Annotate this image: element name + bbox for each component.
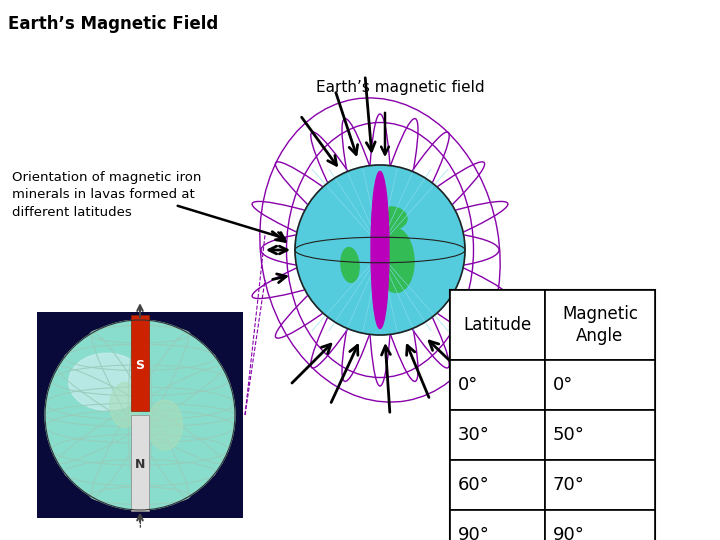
FancyBboxPatch shape xyxy=(450,460,545,510)
Ellipse shape xyxy=(376,227,414,293)
Text: Latitude: Latitude xyxy=(464,316,531,334)
Ellipse shape xyxy=(371,171,389,329)
FancyBboxPatch shape xyxy=(450,510,545,540)
Text: N: N xyxy=(135,458,145,471)
FancyBboxPatch shape xyxy=(545,460,655,510)
Text: 60°: 60° xyxy=(458,476,490,494)
FancyBboxPatch shape xyxy=(450,410,545,460)
Ellipse shape xyxy=(68,353,145,410)
Text: S: S xyxy=(135,359,145,372)
Text: South Pole: South Pole xyxy=(121,522,169,531)
Text: 30°: 30° xyxy=(458,426,490,444)
Text: 50°: 50° xyxy=(553,426,585,444)
Circle shape xyxy=(295,165,465,335)
Text: 0°: 0° xyxy=(458,376,478,394)
Text: 90°: 90° xyxy=(458,526,490,540)
FancyBboxPatch shape xyxy=(545,410,655,460)
Text: Earth’s Magnetic Field: Earth’s Magnetic Field xyxy=(8,15,218,33)
Ellipse shape xyxy=(148,400,182,450)
Text: Magnetic
Angle: Magnetic Angle xyxy=(562,305,638,345)
FancyBboxPatch shape xyxy=(545,290,655,360)
Text: 0°: 0° xyxy=(553,376,573,394)
Text: 70°: 70° xyxy=(553,476,585,494)
FancyBboxPatch shape xyxy=(131,315,149,411)
Text: 90°: 90° xyxy=(553,526,585,540)
Text: North Pole: North Pole xyxy=(155,299,202,308)
Ellipse shape xyxy=(377,207,407,229)
FancyBboxPatch shape xyxy=(450,290,655,540)
Circle shape xyxy=(45,320,235,510)
FancyBboxPatch shape xyxy=(450,290,545,360)
Ellipse shape xyxy=(110,382,140,428)
FancyBboxPatch shape xyxy=(450,360,545,410)
FancyBboxPatch shape xyxy=(545,510,655,540)
FancyBboxPatch shape xyxy=(545,360,655,410)
Text: Orientation of magnetic iron
minerals in lavas formed at
different latitudes: Orientation of magnetic iron minerals in… xyxy=(12,172,202,219)
Text: Earth’s magnetic field: Earth’s magnetic field xyxy=(315,80,485,95)
FancyBboxPatch shape xyxy=(37,312,243,518)
FancyBboxPatch shape xyxy=(131,415,149,511)
Ellipse shape xyxy=(341,247,359,282)
